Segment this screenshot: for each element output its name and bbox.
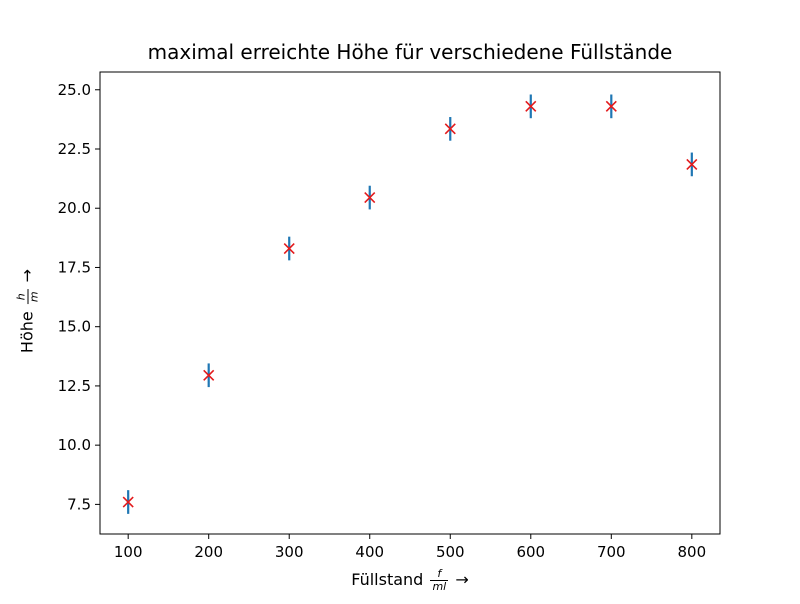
x-tick-label: 500	[436, 543, 465, 561]
y-tick-label: 25.0	[58, 81, 91, 99]
x-tick-label: 600	[516, 543, 545, 561]
x-axis-label: Füllstand f ml →	[100, 568, 720, 593]
x-tick-label: 100	[114, 543, 143, 561]
x-tick-label: 800	[677, 543, 706, 561]
x-axis-unit-numerator: f	[437, 567, 442, 580]
chart-title: maximal erreichte Höhe für verschiedene …	[147, 40, 673, 64]
data-point	[444, 123, 456, 135]
y-axis-unit-numerator: h	[14, 293, 28, 301]
x-tick-label: 400	[355, 543, 384, 561]
y-tick-label: 15.0	[58, 318, 91, 336]
y-tick-label: 20.0	[58, 199, 91, 217]
y-tick-label: 12.5	[58, 377, 91, 395]
data-point	[686, 158, 698, 170]
data-point	[605, 100, 617, 112]
x-axis-label-text: Füllstand	[351, 570, 424, 589]
data-point	[122, 496, 134, 508]
x-tick-label: 200	[194, 543, 223, 561]
y-tick-label: 10.0	[58, 436, 91, 454]
y-axis-unit-denominator: m	[27, 289, 41, 305]
x-axis-unit-denominator: ml	[430, 580, 449, 593]
data-point	[525, 100, 537, 112]
x-axis-arrow: →	[455, 570, 469, 589]
data-point	[364, 192, 376, 204]
y-tick-label: 7.5	[67, 495, 91, 513]
x-tick-label: 300	[275, 543, 304, 561]
axes-frame	[99, 71, 721, 535]
y-tick-label: 22.5	[58, 140, 91, 158]
x-axis-unit-fraction: f ml	[430, 567, 449, 593]
y-axis-arrow: →	[17, 268, 37, 283]
y-tick-label: 17.5	[58, 258, 91, 276]
x-tick-label: 700	[597, 543, 626, 561]
data-point	[283, 242, 295, 255]
data-point	[203, 369, 215, 381]
y-axis-label-text: Höhe	[17, 311, 37, 354]
